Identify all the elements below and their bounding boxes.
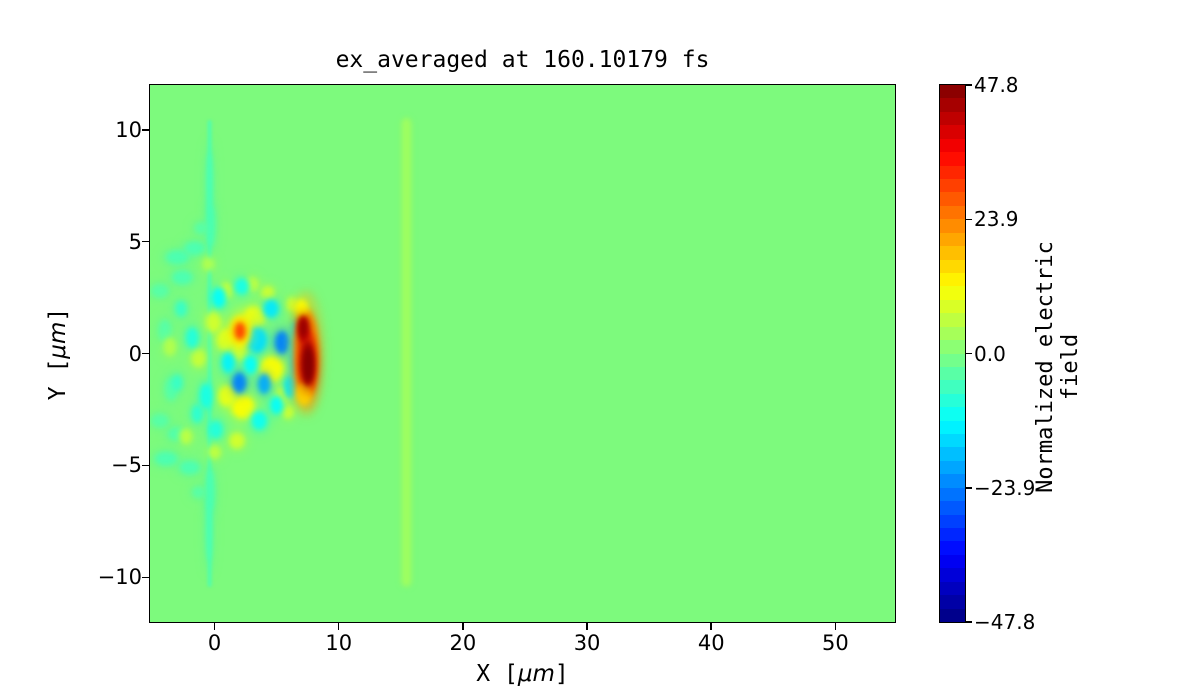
y-tick-mark — [142, 129, 149, 131]
colorbar-band — [940, 85, 965, 99]
colorbar-label: Normalized electric field — [1033, 241, 1083, 493]
colorbar-band — [940, 178, 965, 193]
colorbar-band — [940, 340, 965, 354]
y-axis-label: Y [μm] — [45, 234, 71, 474]
colorbar-band — [940, 460, 965, 475]
colorbar-band — [940, 595, 965, 610]
x-tick-mark — [213, 623, 216, 630]
colorbar-band — [940, 286, 965, 301]
colorbar-band — [940, 420, 965, 435]
colorbar-band — [940, 514, 965, 529]
colorbar-band — [940, 259, 965, 274]
y-tick-mark — [142, 352, 149, 355]
colorbar-band — [940, 219, 965, 234]
y-tick-label: −10 — [97, 565, 142, 590]
x-tick-mark — [462, 623, 464, 630]
colorbar-band — [940, 434, 965, 448]
x-tick-label: 0 — [207, 631, 222, 655]
y-tick-mark — [142, 240, 149, 243]
colorbar-band — [940, 125, 965, 140]
y-label-post: ] — [45, 307, 71, 322]
x-tick-mark — [337, 623, 340, 630]
x-label-pre: X [ — [476, 661, 518, 687]
y-label-pre: Y [ — [45, 358, 71, 401]
colorbar-band — [940, 541, 965, 556]
colorbar-band — [940, 353, 965, 368]
colorbar-tick-mark — [966, 621, 972, 623]
colorbar-band — [940, 232, 965, 247]
colorbar-tick-mark — [966, 487, 972, 489]
colorbar-band — [940, 192, 965, 207]
x-tick-label: 40 — [697, 631, 725, 655]
colorbar-border — [938, 83, 966, 623]
y-tick-label: 10 — [115, 117, 142, 142]
x-tick-mark — [586, 623, 588, 630]
colorbar-tick-label: 47.8 — [974, 73, 1019, 97]
x-tick-label: 20 — [449, 631, 477, 655]
colorbar-band — [940, 205, 965, 220]
colorbar-band — [940, 246, 965, 261]
colorbar-tick-label: −47.8 — [974, 610, 1036, 634]
colorbar-band — [940, 608, 965, 623]
colorbar-gradient — [940, 85, 965, 623]
colorbar-band — [940, 501, 965, 516]
colorbar-band — [940, 326, 965, 341]
x-tick-mark — [710, 623, 712, 630]
colorbar-band — [940, 568, 965, 583]
colorbar-tick-label: −23.9 — [974, 475, 1036, 500]
colorbar-tick-label: 0.0 — [974, 341, 1006, 366]
colorbar-band — [940, 581, 965, 596]
colorbar-band — [940, 272, 965, 287]
colorbar-band — [940, 447, 965, 462]
colorbar-band — [940, 474, 965, 489]
y-tick-mark — [142, 464, 149, 467]
y-tick-label: 5 — [128, 229, 142, 254]
colorbar-band — [940, 528, 965, 542]
x-tick-label: 30 — [573, 631, 601, 655]
colorbar-band — [940, 165, 965, 180]
colorbar-band — [940, 487, 965, 502]
y-tick-mark — [142, 576, 149, 578]
x-tick-mark — [834, 623, 837, 630]
y-tick-label: −5 — [111, 453, 142, 478]
colorbar-band — [940, 299, 965, 314]
colorbar-band — [940, 111, 965, 126]
colorbar-tick-label: 23.9 — [974, 207, 1019, 232]
x-tick-label: 10 — [325, 631, 353, 655]
axes-border — [148, 83, 896, 623]
x-tick-label: 50 — [822, 631, 849, 655]
x-axis-label: X [μm] — [150, 661, 895, 687]
heatmap-canvas — [150, 85, 895, 622]
colorbar-band — [940, 380, 965, 395]
colorbar-tick-mark — [966, 84, 972, 86]
colorbar-tick-mark — [966, 218, 972, 220]
x-label-unit: μm — [517, 661, 555, 687]
colorbar-band — [940, 554, 965, 569]
colorbar-band — [940, 407, 965, 422]
colorbar-band — [940, 366, 965, 381]
y-tick-label: 0 — [128, 341, 142, 366]
colorbar-band — [940, 393, 965, 408]
y-label-unit: μm — [45, 321, 71, 359]
colorbar-band — [940, 138, 965, 153]
colorbar-band — [940, 152, 965, 167]
colorbar-band — [940, 98, 965, 113]
x-label-post: ] — [554, 661, 569, 687]
plot-title: ex_averaged at 160.10179 fs — [335, 47, 710, 73]
colorbar-band — [940, 313, 965, 328]
colorbar-tick-mark — [966, 352, 972, 355]
